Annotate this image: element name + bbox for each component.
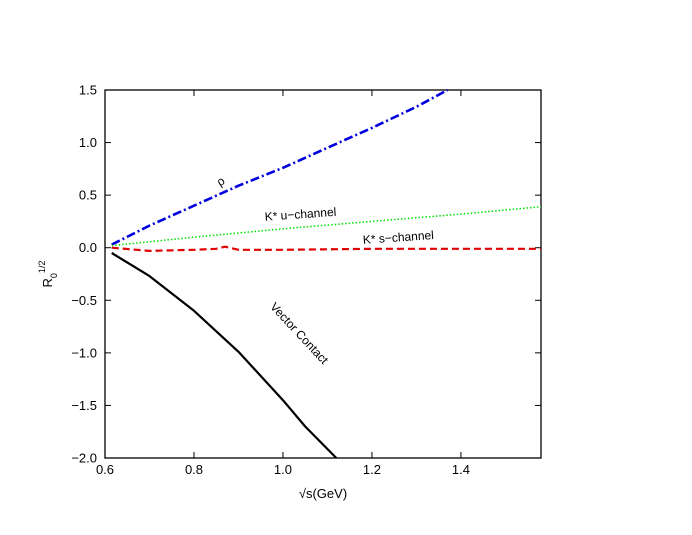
series-line- bbox=[111, 88, 449, 246]
annotation-label: K* s−channel bbox=[362, 228, 434, 247]
series-layer bbox=[111, 88, 542, 459]
annotation-label: ρ bbox=[214, 173, 227, 189]
x-tick-label: 1.0 bbox=[274, 462, 292, 477]
y-tick-label: 0.0 bbox=[79, 240, 97, 255]
axis-ticks: 0.6 0.8 1.0 1.2 1.4 −2.0 −1.5 −1.0 −0.5 0.0 0.5 1.0… bbox=[71, 83, 541, 477]
x-tick-label: 1.4 bbox=[452, 462, 470, 477]
y-tick-label: −1.0 bbox=[71, 345, 97, 360]
plot-frame bbox=[104, 89, 542, 459]
y-tick-label: 0.5 bbox=[79, 188, 97, 203]
annotation-label: Vector Contact bbox=[267, 300, 331, 368]
y-axis-label-sub: 0 bbox=[49, 273, 59, 278]
y-axis-label: R01/2 bbox=[37, 261, 59, 288]
series-line-k-s-channel bbox=[111, 245, 541, 252]
x-tick-label: 0.8 bbox=[185, 462, 203, 477]
y-axis-label-main: R bbox=[40, 278, 55, 287]
y-tick-label: −2.0 bbox=[71, 451, 97, 466]
y-tick-label: −0.5 bbox=[71, 293, 97, 308]
y-tick-label: −1.5 bbox=[71, 398, 97, 413]
x-tick-label: 0.6 bbox=[96, 462, 114, 477]
annotation-label: K* u−channel bbox=[264, 205, 337, 224]
y-axis-label-sup: 1/2 bbox=[37, 261, 47, 274]
annotation-layer: ρ K* u−channel K* s−channel Vector Contact bbox=[214, 173, 434, 367]
series-line-k-u-channel bbox=[111, 205, 542, 247]
series-line-vector-contact bbox=[111, 252, 338, 459]
svg-text:R01/2: R01/2 bbox=[37, 261, 59, 288]
x-axis-label: √s(GeV) bbox=[299, 486, 347, 501]
y-tick-label: 1.5 bbox=[79, 83, 97, 98]
x-tick-label: 1.2 bbox=[363, 462, 381, 477]
y-tick-label: 1.0 bbox=[79, 135, 97, 150]
